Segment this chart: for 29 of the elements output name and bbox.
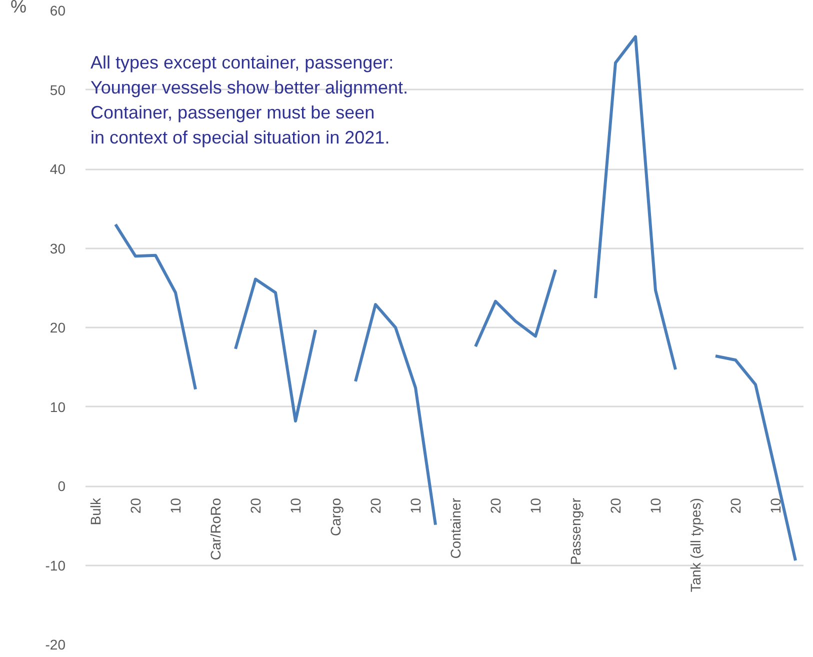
y-tick-label: 60: [50, 2, 66, 18]
y-tick-label: 20: [50, 320, 66, 336]
y-tick-label: 10: [50, 398, 66, 415]
x-tick-label: 20: [128, 498, 144, 514]
x-tick-label: 10: [288, 498, 304, 514]
x-tick-label: 10: [168, 498, 184, 514]
x-tick-label: 20: [368, 498, 384, 514]
y-axis-title: %: [10, 0, 27, 16]
x-tick-label: 10: [768, 498, 784, 514]
x-tick-label: Car/RoRo: [208, 498, 224, 560]
x-tick-label: 20: [488, 498, 504, 514]
annotation: All types except container, passenger: Younger vessels show better alignment. Container, passenger must be seen in context of special situation in 2021.: [90, 52, 408, 148]
y-tick-label: 0: [58, 478, 66, 494]
x-tick-label: 10: [648, 498, 664, 514]
x-tick-label: Cargo: [328, 498, 344, 536]
y-tick-label: -20: [45, 636, 66, 652]
x-tick-label: 20: [728, 498, 744, 514]
x-tick-label: 10: [408, 498, 424, 514]
y-tick-label: 50: [50, 82, 66, 98]
x-tick-label: 20: [248, 498, 264, 514]
x-tick-label: Bulk: [88, 497, 104, 526]
x-tick-label: Tank (all types): [688, 498, 704, 592]
y-tick-label: 30: [50, 240, 66, 256]
x-tick-label: 10: [528, 498, 544, 514]
y-tick-label: -10: [45, 557, 66, 574]
x-tick-label: Container: [448, 498, 464, 559]
x-tick-label: Passenger: [568, 498, 584, 565]
y-tick-label: 40: [50, 161, 66, 177]
x-tick-label: 20: [608, 498, 624, 514]
